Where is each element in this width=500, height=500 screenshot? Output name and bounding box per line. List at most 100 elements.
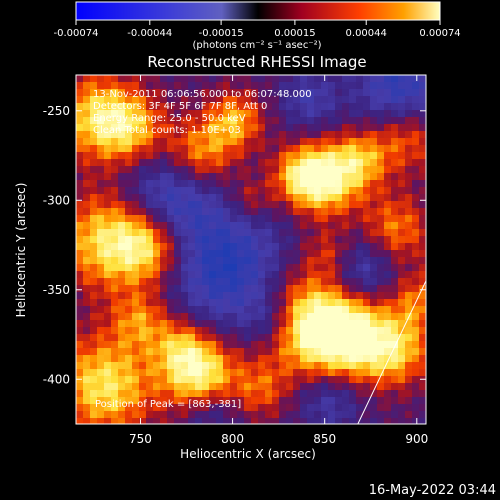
heatmap-cell: [223, 229, 230, 236]
heatmap-cell: [279, 75, 286, 82]
heatmap-cell: [363, 257, 370, 264]
heatmap-cell: [321, 313, 328, 320]
heatmap-cell: [132, 103, 139, 110]
heatmap-cell: [188, 215, 195, 222]
heatmap-cell: [216, 376, 223, 383]
heatmap-cell: [139, 222, 146, 229]
heatmap-cell: [335, 208, 342, 215]
heatmap-cell: [307, 327, 314, 334]
heatmap-cell: [181, 96, 188, 103]
heatmap-cell: [230, 187, 237, 194]
heatmap-cell: [349, 194, 356, 201]
heatmap-cell: [216, 131, 223, 138]
heatmap-cell: [272, 208, 279, 215]
heatmap-cell: [370, 418, 377, 424]
heatmap-cell: [202, 173, 209, 180]
heatmap-cell: [125, 306, 132, 313]
heatmap-cell: [202, 131, 209, 138]
heatmap-cell: [419, 271, 426, 278]
heatmap-cell: [321, 173, 328, 180]
heatmap-cell: [321, 292, 328, 299]
heatmap-cell: [223, 173, 230, 180]
heatmap-cell: [293, 418, 300, 424]
heatmap-cell: [209, 369, 216, 376]
heatmap-cell: [125, 327, 132, 334]
heatmap-cell: [216, 208, 223, 215]
heatmap-cell: [356, 390, 363, 397]
heatmap-cell: [251, 75, 258, 82]
heatmap-cell: [300, 145, 307, 152]
heatmap-cell: [363, 75, 370, 82]
heatmap-cell: [335, 117, 342, 124]
heatmap-cell: [139, 397, 146, 404]
heatmap-cell: [230, 103, 237, 110]
heatmap-cell: [419, 292, 426, 299]
heatmap-cell: [167, 201, 174, 208]
heatmap-cell: [118, 292, 125, 299]
heatmap-cell: [174, 341, 181, 348]
heatmap-cell: [356, 159, 363, 166]
heatmap-cell: [104, 418, 111, 424]
heatmap-cell: [356, 236, 363, 243]
heatmap-cell: [405, 404, 412, 411]
heatmap-cell: [356, 362, 363, 369]
heatmap-cell: [181, 103, 188, 110]
heatmap-cell: [76, 236, 83, 243]
heatmap-cell: [377, 418, 384, 424]
heatmap-cell: [111, 117, 118, 124]
heatmap-cell: [265, 187, 272, 194]
heatmap-cell: [76, 292, 83, 299]
heatmap-cell: [139, 334, 146, 341]
heatmap-cell: [272, 341, 279, 348]
heatmap-cell: [391, 117, 398, 124]
heatmap-cell: [279, 278, 286, 285]
heatmap-cell: [139, 82, 146, 89]
heatmap-cell: [335, 369, 342, 376]
heatmap-cell: [377, 222, 384, 229]
heatmap-cell: [279, 362, 286, 369]
heatmap-cell: [118, 348, 125, 355]
heatmap-cell: [398, 82, 405, 89]
heatmap-cell: [300, 299, 307, 306]
heatmap-cell: [125, 418, 132, 424]
heatmap-cell: [118, 194, 125, 201]
heatmap-cell: [258, 376, 265, 383]
heatmap-cell: [265, 348, 272, 355]
heatmap-cell: [307, 110, 314, 117]
heatmap-cell: [188, 180, 195, 187]
heatmap-cell: [83, 257, 90, 264]
heatmap-cell: [314, 292, 321, 299]
heatmap-cell: [90, 75, 97, 82]
heatmap-cell: [342, 369, 349, 376]
heatmap-cell: [174, 152, 181, 159]
heatmap-cell: [265, 390, 272, 397]
heatmap-cell: [314, 285, 321, 292]
x-axis: 750 800 850 900: [129, 75, 428, 446]
heatmap-cell: [258, 152, 265, 159]
heatmap-cell: [244, 173, 251, 180]
heatmap-cell: [363, 180, 370, 187]
heatmap-cell: [328, 194, 335, 201]
heatmap-cell: [216, 138, 223, 145]
heatmap-cell: [419, 334, 426, 341]
heatmap-cell: [160, 397, 167, 404]
heatmap-cell: [230, 264, 237, 271]
heatmap-cell: [216, 320, 223, 327]
heatmap-cell: [391, 362, 398, 369]
heatmap-cell: [216, 411, 223, 418]
heatmap-cell: [97, 334, 104, 341]
heatmap-cell: [251, 131, 258, 138]
heatmap-cell: [412, 145, 419, 152]
heatmap-cell: [307, 180, 314, 187]
heatmap-cell: [286, 194, 293, 201]
heatmap-cell: [167, 131, 174, 138]
heatmap-cell: [104, 285, 111, 292]
heatmap-cell: [279, 138, 286, 145]
heatmap-cell: [328, 138, 335, 145]
heatmap-cell: [76, 194, 83, 201]
heatmap-cell: [90, 124, 97, 131]
heatmap-cell: [167, 362, 174, 369]
heatmap-cell: [237, 96, 244, 103]
heatmap-cell: [391, 131, 398, 138]
heatmap-cell: [370, 187, 377, 194]
